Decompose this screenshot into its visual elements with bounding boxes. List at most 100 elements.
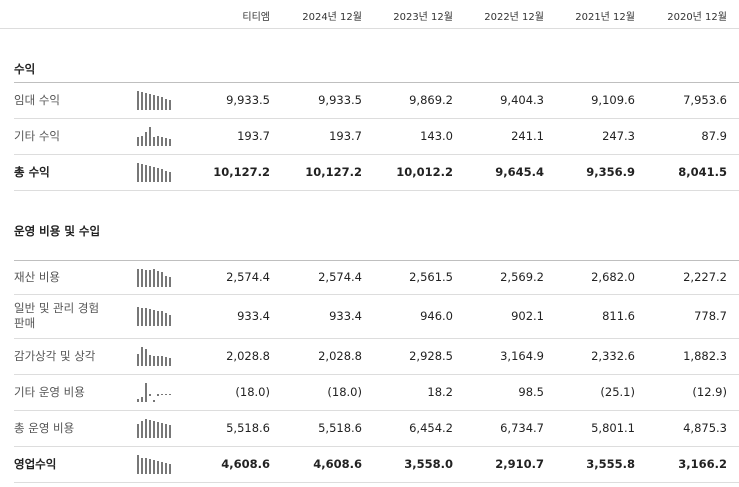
sparkline-bar <box>141 92 143 110</box>
cell-value: 9,933.5 <box>318 93 362 107</box>
cell-value: 9,933.5 <box>226 93 270 107</box>
sparkline-bar <box>169 315 171 326</box>
sparkline-bar <box>153 167 155 182</box>
sparkline-bar <box>145 93 147 110</box>
cell-value: 9,109.6 <box>591 93 635 107</box>
sparkline-bar <box>169 277 171 287</box>
sparkline-bar <box>161 462 163 474</box>
sparkline-bar <box>157 356 159 366</box>
cell-value: 2,028.8 <box>226 349 270 363</box>
cell-value: 10,012.2 <box>396 165 453 179</box>
sparkline-bar <box>149 94 151 110</box>
sparkline-bar <box>153 269 155 287</box>
cell-value: 87.9 <box>701 129 727 143</box>
cell-value: 4,608.6 <box>313 457 362 471</box>
cell-value: 6,734.7 <box>500 421 544 435</box>
cell-value: 7,953.6 <box>683 93 727 107</box>
cell-value: 933.4 <box>329 309 362 323</box>
table-row: 기타 수익 193.7 193.7 143.0 241.1 247.3 87.9 <box>14 119 739 155</box>
sparkline <box>137 383 181 402</box>
sparkline-bar <box>149 166 151 182</box>
sparkline-bar <box>153 310 155 326</box>
cell-value: 9,356.9 <box>586 165 635 179</box>
table-row: 임대 수익 9,933.5 9,933.5 9,869.2 9,404.3 9,… <box>14 83 739 119</box>
sparkline <box>137 455 181 474</box>
sparkline-bar <box>141 397 143 402</box>
sparkline-bar <box>165 394 167 395</box>
sparkline-bar <box>161 137 163 146</box>
sparkline-bar <box>165 313 167 326</box>
sparkline-bar <box>169 172 171 182</box>
sparkline-bar <box>141 308 143 326</box>
sparkline-bar <box>153 460 155 474</box>
cell-value: 1,882.3 <box>683 349 727 363</box>
cell-value: 2,928.5 <box>409 349 453 363</box>
cell-value: 9,645.4 <box>495 165 544 179</box>
sparkline-bar <box>161 97 163 110</box>
sparkline-bar <box>153 137 155 146</box>
cell-value: 247.3 <box>602 129 635 143</box>
sparkline-bar <box>149 459 151 474</box>
sparkline-bar <box>153 95 155 110</box>
sparkline-bar <box>169 394 171 395</box>
row-label: 임대 수익 <box>14 93 60 107</box>
sparkline-bar <box>165 138 167 146</box>
cell-value: (18.0) <box>235 385 270 399</box>
sparkline <box>137 127 181 146</box>
sparkline-bar <box>145 132 147 146</box>
sparkline-bar <box>145 458 147 474</box>
sparkline-bar <box>169 464 171 474</box>
cell-value: 3,164.9 <box>500 349 544 363</box>
sparkline-bar <box>149 127 151 146</box>
cell-value: 946.0 <box>420 309 453 323</box>
cell-value: 778.7 <box>694 309 727 323</box>
table-row: 일반 및 관리 경험 판매 933.4 933.4 946.0 902.1 81… <box>14 295 739 339</box>
sparkline-bar <box>153 400 155 402</box>
sparkline-bar <box>149 394 151 396</box>
cell-value: 4,608.6 <box>221 457 270 471</box>
sparkline-bar <box>145 349 147 366</box>
sparkline-bar <box>149 420 151 438</box>
cell-value: 2,561.5 <box>409 270 453 284</box>
cell-value: 98.5 <box>518 385 544 399</box>
cell-value: 2,569.2 <box>500 270 544 284</box>
cell-value: 2,028.8 <box>318 349 362 363</box>
table-row: 감가상각 및 상각 2,028.8 2,028.8 2,928.5 3,164.… <box>14 339 739 375</box>
sparkline-bar <box>169 358 171 366</box>
cell-value: 5,518.6 <box>318 421 362 435</box>
sparkline-bar <box>145 383 147 402</box>
cell-value: (18.0) <box>327 385 362 399</box>
sparkline-bar <box>157 461 159 474</box>
cell-value: 933.4 <box>237 309 270 323</box>
cell-value: 10,127.2 <box>305 165 362 179</box>
sparkline-bar <box>137 455 139 474</box>
cell-value: 193.7 <box>329 129 362 143</box>
row-label: 총 수익 <box>14 165 50 179</box>
sparkline-bar <box>137 399 139 402</box>
sparkline <box>137 268 181 287</box>
sparkline-bar <box>141 136 143 146</box>
sparkline <box>137 91 181 110</box>
sparkline-bar <box>137 91 139 110</box>
row-label: 총 운영 비용 <box>14 421 75 435</box>
sparkline-bar <box>149 270 151 287</box>
sparkline-bar <box>141 458 143 474</box>
cell-value: 143.0 <box>420 129 453 143</box>
sparkline-bar <box>161 311 163 326</box>
cell-value: 4,875.3 <box>683 421 727 435</box>
sparkline-bar <box>145 165 147 182</box>
cell-value: 10,127.2 <box>213 165 270 179</box>
sparkline <box>137 307 181 326</box>
section-divider <box>14 82 739 83</box>
row-label: 재산 비용 <box>14 270 60 284</box>
col-2020: 2020년 12월 <box>667 12 727 23</box>
sparkline-bar <box>161 394 163 395</box>
col-2024: 2024년 12월 <box>302 12 362 23</box>
col-2021: 2021년 12월 <box>575 12 635 23</box>
cell-value: (12.9) <box>692 385 727 399</box>
row-label: 영업수익 <box>14 457 57 471</box>
cell-value: 3,558.0 <box>404 457 453 471</box>
sparkline-bar <box>161 272 163 287</box>
cell-value: 5,801.1 <box>591 421 635 435</box>
sparkline-bar <box>137 137 139 146</box>
